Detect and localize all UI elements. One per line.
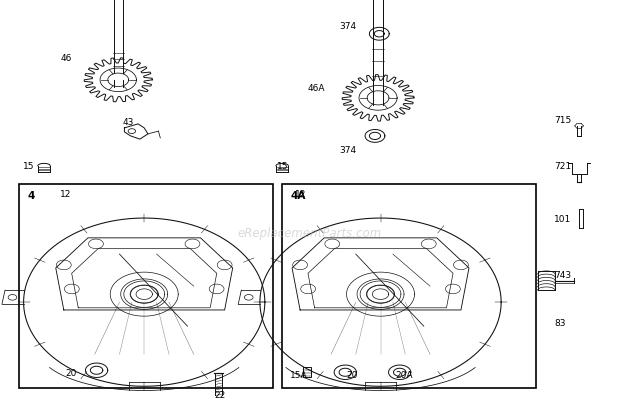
Text: 15: 15	[277, 162, 288, 171]
Text: 15A: 15A	[290, 370, 308, 379]
Text: 721: 721	[554, 162, 572, 171]
Text: 20: 20	[346, 370, 357, 379]
Text: 374: 374	[339, 22, 356, 31]
Text: 743: 743	[554, 270, 572, 279]
Text: 46: 46	[61, 54, 72, 63]
Text: 12: 12	[60, 190, 71, 199]
Text: 12: 12	[294, 190, 306, 199]
Text: eReplacementParts.com: eReplacementParts.com	[238, 226, 382, 239]
Text: 83: 83	[554, 318, 566, 327]
Text: 46A: 46A	[308, 84, 326, 93]
Text: 4: 4	[28, 190, 35, 200]
Bar	[303, 367, 311, 377]
Text: 374: 374	[339, 146, 356, 155]
Text: 715: 715	[554, 116, 572, 125]
Text: 101: 101	[554, 214, 572, 223]
Text: 22: 22	[214, 390, 225, 399]
Text: 20: 20	[66, 368, 77, 377]
Text: 43: 43	[122, 118, 134, 127]
Text: 20A: 20A	[396, 370, 413, 379]
Text: 4A: 4A	[290, 190, 306, 200]
Text: 15: 15	[23, 162, 35, 171]
Bar	[282, 184, 536, 388]
Bar	[19, 184, 273, 388]
